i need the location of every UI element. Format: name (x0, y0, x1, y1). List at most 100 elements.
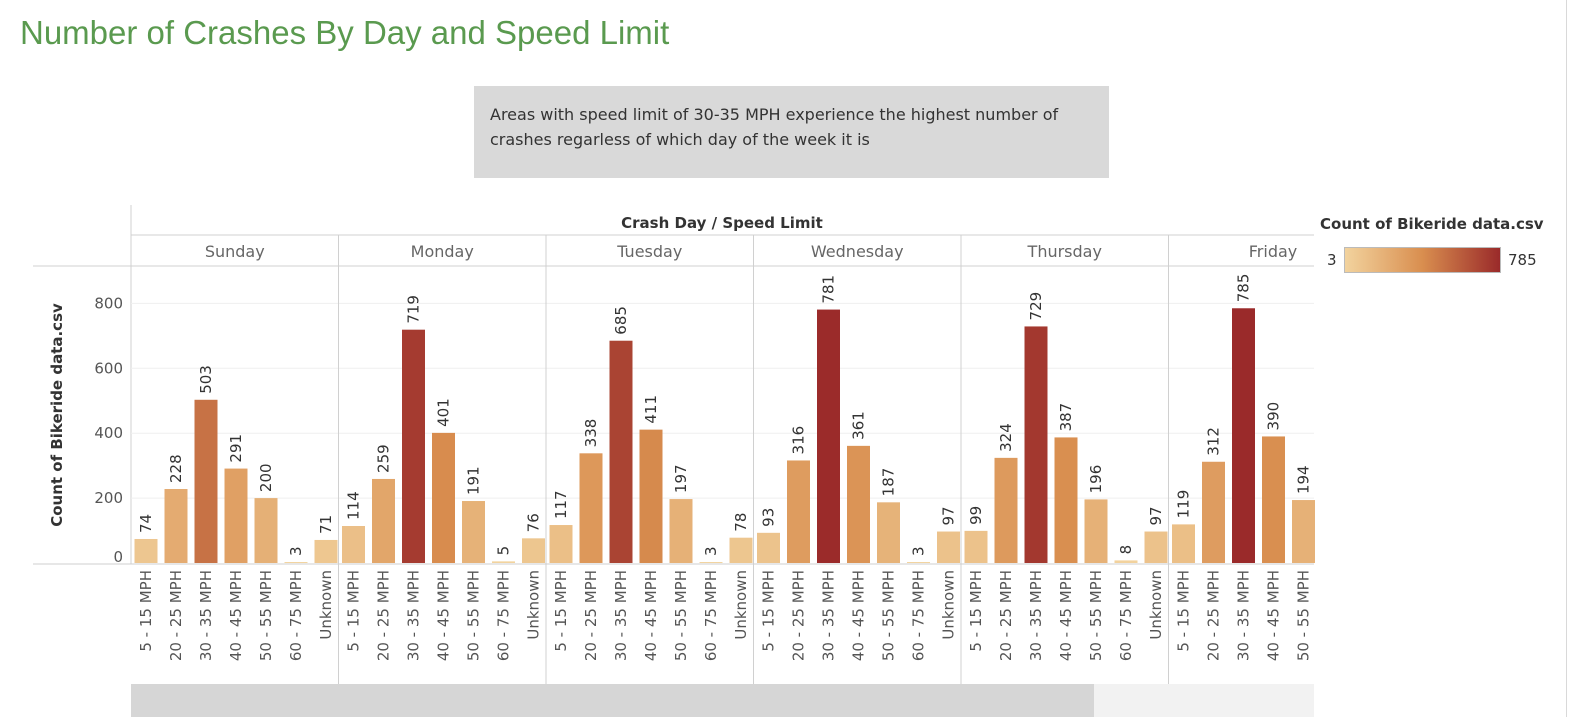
data-label: 194 (1295, 465, 1313, 494)
x-tick-label: 50 - 55 MPH (672, 570, 690, 661)
data-label: 781 (820, 275, 838, 304)
x-tick-label: 60 - 75 MPH (702, 570, 720, 661)
bar-sunday-3 (224, 468, 248, 563)
bar-monday-3 (432, 432, 455, 563)
x-tick-label: 40 - 45 MPH (1057, 570, 1075, 661)
y-tick-label: 400 (94, 424, 123, 442)
legend-title: Count of Bikeride data.csv (1320, 215, 1544, 233)
bar-wednesday-1 (787, 460, 810, 563)
data-label: 78 (732, 513, 750, 532)
x-tick-label: 5 - 15 MPH (760, 570, 778, 652)
x-tick-label: 60 - 75 MPH (910, 570, 928, 661)
x-tick-label: 40 - 45 MPH (435, 570, 453, 661)
bar-thursday-2 (1024, 326, 1048, 563)
data-label: 187 (880, 468, 898, 497)
data-label: 191 (465, 466, 483, 495)
bar-wednesday-0 (757, 532, 780, 563)
day-header-friday: Friday (1249, 242, 1298, 261)
bar-chart: Crash Day / Speed Limit 0 200 400 600 800 Coun… (33, 205, 1315, 684)
data-label: 3 (287, 546, 305, 556)
bar-monday-6 (522, 538, 545, 563)
bar-thursday-5 (1114, 560, 1138, 563)
data-label: 785 (1235, 274, 1253, 303)
x-tick-label: 5 - 15 MPH (967, 570, 985, 652)
x-tick-label: 30 - 35 MPH (612, 570, 630, 661)
x-tick-label: 40 - 45 MPH (850, 570, 868, 661)
legend-color-ramp (1344, 247, 1501, 273)
bar-monday-4 (462, 501, 485, 563)
bar-thursday-6 (1144, 531, 1168, 563)
bar-wednesday-6 (937, 531, 960, 563)
data-label: 97 (1147, 506, 1165, 525)
x-tick-label: 50 - 55 MPH (1295, 570, 1313, 661)
x-tick-label: 50 - 55 MPH (880, 570, 898, 661)
x-tick-label: Unknown (940, 570, 958, 640)
x-tick-label: 5 - 15 MPH (345, 570, 363, 652)
x-tick-label: 20 - 25 MPH (790, 570, 808, 661)
bar-sunday-6 (314, 539, 338, 563)
x-tick-label: 60 - 75 MPH (1117, 570, 1135, 661)
bar-sunday-1 (164, 489, 188, 563)
bar-thursday-1 (994, 457, 1018, 563)
x-tick-label: 30 - 35 MPH (1027, 570, 1045, 661)
x-tick-label: 5 - 15 MPH (1175, 570, 1193, 652)
bar-monday-0 (342, 526, 365, 563)
y-tick-label: 800 (94, 294, 123, 312)
dashboard-border (1566, 0, 1567, 717)
x-tick-label: Unknown (525, 570, 543, 640)
bar-thursday-0 (964, 530, 988, 563)
bar-monday-1 (372, 478, 395, 563)
x-tick-label: 5 - 15 MPH (552, 570, 570, 652)
bar-sunday-5 (284, 562, 308, 564)
data-label: 5 (495, 546, 513, 556)
data-label: 719 (405, 295, 423, 324)
bar-sunday-2 (194, 399, 218, 563)
bar-tuesday-1 (579, 453, 603, 563)
day-header-wednesday: Wednesday (811, 242, 904, 261)
bar-tuesday-0 (549, 525, 573, 563)
x-tick-label: 40 - 45 MPH (642, 570, 660, 661)
x-tick-label: 40 - 45 MPH (1265, 570, 1283, 661)
day-header-tuesday: Tuesday (616, 242, 682, 261)
bar-monday-2 (402, 329, 425, 563)
bar-thursday-3 (1054, 437, 1078, 563)
data-label: 76 (525, 513, 543, 532)
x-tick-label: 20 - 25 MPH (375, 570, 393, 661)
bar-tuesday-5 (699, 562, 723, 564)
day-header-monday: Monday (411, 242, 474, 261)
data-label: 74 (137, 514, 155, 533)
x-tick-label: 20 - 25 MPH (582, 570, 600, 661)
data-label: 291 (227, 434, 245, 463)
data-label: 97 (940, 506, 958, 525)
bar-friday-1 (1202, 461, 1225, 563)
x-tick-label: Unknown (1147, 570, 1165, 640)
bar-sunday-0 (134, 538, 158, 563)
data-label: 71 (317, 515, 335, 534)
data-label: 387 (1057, 403, 1075, 432)
horizontal-scrollbar-thumb[interactable] (131, 684, 1094, 717)
bar-tuesday-3 (639, 429, 663, 563)
legend-max-label: 785 (1508, 251, 1537, 269)
data-label: 93 (760, 508, 778, 527)
x-tick-label: 50 - 55 MPH (1087, 570, 1105, 661)
bar-friday-2 (1232, 308, 1255, 563)
data-label: 361 (850, 411, 868, 440)
bar-tuesday-6 (729, 537, 753, 563)
data-label: 114 (345, 491, 363, 520)
bar-thursday-4 (1084, 499, 1108, 563)
x-tick-label: 20 - 25 MPH (997, 570, 1015, 661)
x-tick-label: 5 - 15 MPH (137, 570, 155, 652)
bar-monday-5 (492, 561, 515, 563)
data-label: 503 (197, 365, 215, 394)
bar-friday-4 (1292, 500, 1315, 563)
data-label: 390 (1265, 402, 1283, 431)
data-label: 259 (375, 444, 393, 473)
data-label: 196 (1087, 465, 1105, 494)
bar-friday-3 (1262, 436, 1285, 563)
data-label: 117 (552, 490, 570, 519)
column-header-title: Crash Day / Speed Limit (621, 214, 823, 232)
bar-wednesday-4 (877, 502, 900, 563)
data-label: 200 (257, 463, 275, 492)
page-title: Number of Crashes By Day and Speed Limit (20, 14, 670, 51)
data-label: 324 (997, 423, 1015, 452)
